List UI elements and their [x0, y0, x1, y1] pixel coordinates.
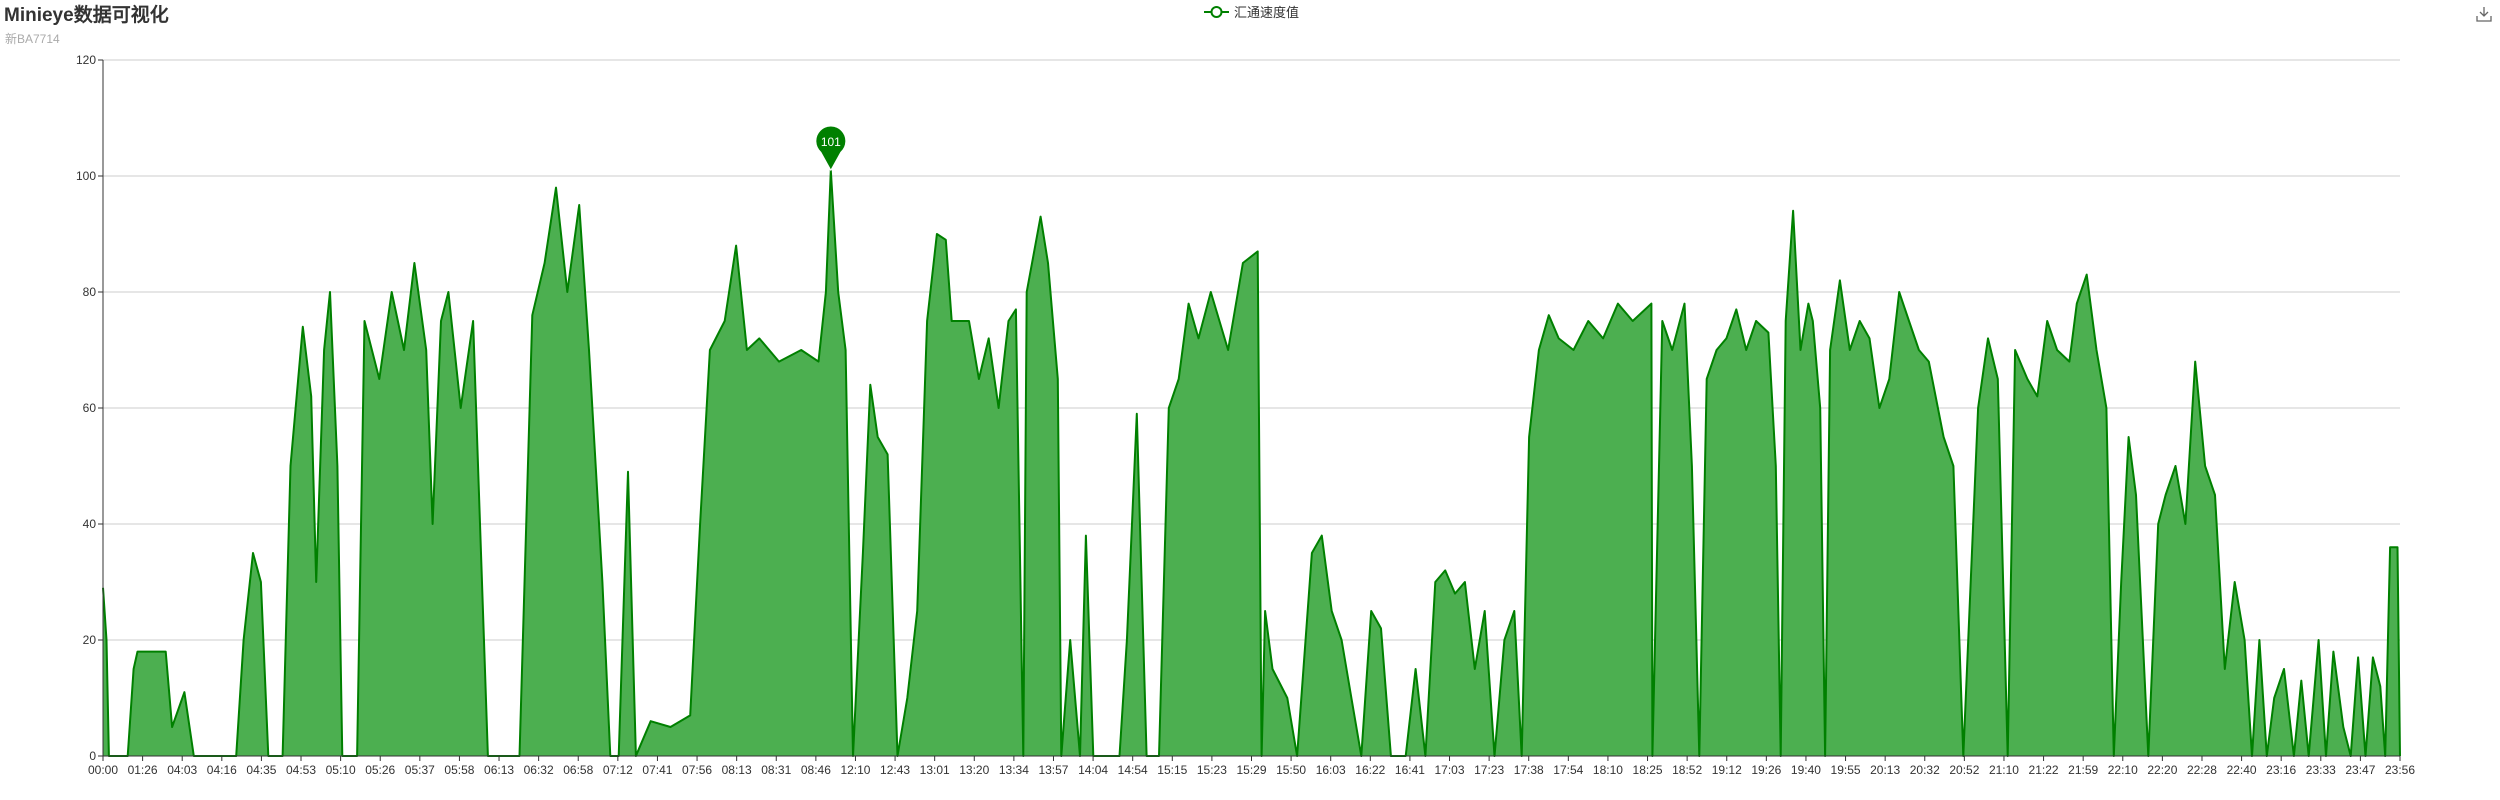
x-tick-label: 23:56: [2385, 763, 2415, 777]
x-tick-label: 12:43: [880, 763, 910, 777]
y-tick-label: 20: [83, 633, 97, 647]
x-tick-label: 00:00: [88, 763, 118, 777]
x-tick-label: 22:20: [2147, 763, 2177, 777]
x-tick-label: 23:33: [2306, 763, 2336, 777]
legend-label: 汇通速度值: [1234, 5, 1300, 20]
x-tick-label: 04:35: [246, 763, 276, 777]
x-tick-label: 12:10: [840, 763, 870, 777]
max-pin-marker: [815, 125, 847, 172]
x-tick-label: 17:38: [1514, 763, 1544, 777]
x-tick-label: 20:13: [1870, 763, 1900, 777]
x-tick-label: 01:26: [128, 763, 158, 777]
series-line: [102, 169, 2401, 757]
x-tick-label: 20:52: [1949, 763, 1979, 777]
x-tick-label: 04:53: [286, 763, 316, 777]
x-tick-label: 19:55: [1831, 763, 1861, 777]
x-tick-label: 19:12: [1712, 763, 1742, 777]
save-as-image-button[interactable]: [2475, 5, 2493, 28]
chart-subtitle: 新BA7714: [5, 32, 60, 46]
x-tick-label: 08:46: [801, 763, 831, 777]
x-tick-label: 15:29: [1236, 763, 1266, 777]
x-tick-label: 06:32: [524, 763, 554, 777]
x-tick-label: 22:28: [2187, 763, 2217, 777]
x-tick-label: 16:03: [1316, 763, 1346, 777]
series-area: [103, 170, 2400, 756]
x-tick-label: 17:54: [1553, 763, 1583, 777]
x-tick-label: 13:34: [999, 763, 1029, 777]
legend-line-circle-icon: [1204, 5, 1229, 18]
download-icon: [2476, 7, 2492, 22]
x-tick-label: 18:52: [1672, 763, 1702, 777]
x-tick-label: 15:50: [1276, 763, 1306, 777]
x-tick-label: 21:59: [2068, 763, 2098, 777]
x-tick-label: 16:41: [1395, 763, 1425, 777]
x-tick-label: 05:37: [405, 763, 435, 777]
x-tick-label: 20:32: [1910, 763, 1940, 777]
x-tick-label: 16:22: [1355, 763, 1385, 777]
x-tick-label: 05:10: [326, 763, 356, 777]
x-tick-label: 13:01: [920, 763, 950, 777]
x-tick-label: 13:20: [959, 763, 989, 777]
x-tick-label: 15:23: [1197, 763, 1227, 777]
y-tick-label: 40: [83, 517, 97, 531]
y-tick-label: 80: [83, 285, 97, 299]
legend-item[interactable]: 汇通速度值: [1204, 2, 1299, 21]
x-tick-label: 06:13: [484, 763, 514, 777]
x-tick-label: 17:23: [1474, 763, 1504, 777]
x-tick-label: 14:54: [1118, 763, 1148, 777]
y-tick-label: 100: [76, 169, 96, 183]
x-tick-label: 06:58: [563, 763, 593, 777]
max-pin-label: 101: [821, 135, 841, 149]
chart-title: Minieye数据可视化: [4, 5, 169, 26]
x-tick-label: 04:03: [167, 763, 197, 777]
x-tick-label: 14:04: [1078, 763, 1108, 777]
x-tick-label: 17:03: [1435, 763, 1465, 777]
x-tick-label: 07:41: [642, 763, 672, 777]
x-tick-label: 18:10: [1593, 763, 1623, 777]
y-tick-label: 120: [76, 53, 96, 67]
x-tick-label: 19:40: [1791, 763, 1821, 777]
x-tick-label: 23:47: [2345, 763, 2375, 777]
x-tick-label: 08:31: [761, 763, 791, 777]
x-tick-label: 21:10: [1989, 763, 2019, 777]
x-tick-label: 15:15: [1157, 763, 1187, 777]
x-tick-label: 21:22: [2029, 763, 2059, 777]
x-tick-label: 13:57: [1038, 763, 1068, 777]
y-tick-label: 0: [89, 749, 96, 763]
x-tick-label: 22:40: [2227, 763, 2257, 777]
x-tick-label: 07:56: [682, 763, 712, 777]
y-tick-label: 60: [83, 401, 97, 415]
x-tick-label: 05:26: [365, 763, 395, 777]
x-tick-label: 07:12: [603, 763, 633, 777]
x-tick-label: 04:16: [207, 763, 237, 777]
x-tick-label: 08:13: [722, 763, 752, 777]
x-tick-label: 18:25: [1633, 763, 1663, 777]
x-tick-label: 23:16: [2266, 763, 2296, 777]
x-tick-label: 05:58: [444, 763, 474, 777]
x-tick-label: 22:10: [2108, 763, 2138, 777]
x-tick-label: 19:26: [1751, 763, 1781, 777]
